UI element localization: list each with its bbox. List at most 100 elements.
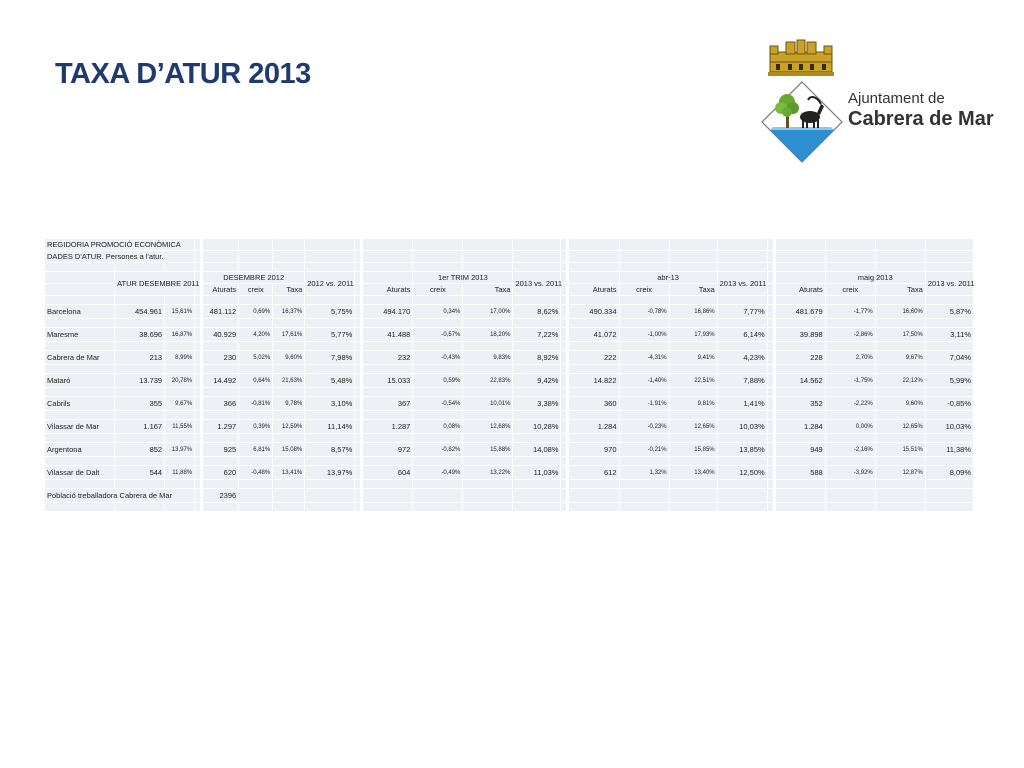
subhead-taxa: Taxa [668,283,718,296]
sub-header-row: Aturats creix Taxa Aturats creix Taxa Aturat… [43,283,974,296]
subhead-aturats: Aturats [362,283,414,296]
cell-abc: -1,00% [618,327,670,342]
cell-v13a: 9,42% [512,373,562,388]
org-name-line1: Ajuntament de [848,90,945,107]
footer-label: Població treballadora Cabrera de Mar [43,488,196,503]
cell-mgt: 9,60% [874,396,926,411]
cell-v13c: 7,04% [924,350,975,365]
cell-abc: 1,32% [618,465,670,480]
cell-q1: 232 [362,350,414,365]
cell-d12: 925 [202,442,240,457]
cell-v13b: 4,23% [716,350,768,365]
table-row: Cabrils 355 9,67% 366 -0,81% 9,78% 3,10% 367 -0,… [43,396,975,411]
cell-mg: 949 [774,442,826,457]
cell-v12: 11,14% [304,419,356,434]
cell-v13c: 10,03% [924,419,975,434]
cell-abt: 9,41% [668,350,718,365]
footer-row: Població treballadora Cabrera de Mar 2396 [43,488,975,503]
table-row: Vilassar de Mar 1.167 11,55% 1.297 0,39% 12,5… [43,419,975,434]
cell-t11: 8,99% [164,350,196,365]
cell-d12: 481.112 [202,304,240,319]
cell-v13c: 5,99% [924,373,975,388]
cell-t11: 11,88% [164,465,196,480]
subhead-creix: creix [412,283,464,296]
cell-q1t: 15,88% [462,442,514,457]
cell-v13a: 14,08% [512,442,562,457]
cell-q1t: 9,83% [462,350,514,365]
cell-v13c: 11,38% [924,442,975,457]
cell-a11: 454.961 [114,304,166,319]
subhead-aturats: Aturats [202,283,240,296]
cell-abt: 17,93% [668,327,718,342]
row-label: Barcelona [43,304,116,319]
cell-v13a: 7,22% [512,327,562,342]
cell-v13b: 12,50% [716,465,768,480]
cell-mg: 14.562 [774,373,826,388]
row-label: Maresme [43,327,116,342]
cell-a11: 1.167 [114,419,166,434]
cell-v13a: 11,03% [512,465,562,480]
cell-q1c: 0,34% [412,304,464,319]
cell-d12t: 15,08% [272,442,306,457]
cell-d12c: 0,69% [238,304,274,319]
cell-mg: 588 [774,465,826,480]
col-abr-13: abr-13 [618,271,718,284]
cell-v13a: 10,28% [512,419,562,434]
cell-q1t: 18,20% [462,327,514,342]
cell-q1c: -0,82% [412,442,464,457]
cell-q1: 15.033 [362,373,414,388]
cell-a11: 213 [114,350,166,365]
cell-mg: 39.898 [774,327,826,342]
cell-mgc: -2,22% [824,396,876,411]
subhead-creix: creix [238,283,274,296]
cell-v13b: 7,77% [716,304,768,319]
cell-mg: 1.284 [774,419,826,434]
cell-abt: 16,86% [668,304,718,319]
cell-t11: 13,97% [164,442,196,457]
unemployment-table: REGIDORIA PROMOCIÓ ECONÒMICA DADES D'ATU… [43,238,975,512]
col-atur-2011: ATUR DESEMBRE 2011 [114,271,199,296]
cell-q1c: 0,08% [412,419,464,434]
cell-q1: 1.287 [362,419,414,434]
mural-crown-icon [768,39,834,76]
cell-mgt: 9,67% [874,350,926,365]
subhead-aturats: Aturats [568,283,620,296]
cell-d12: 40.929 [202,327,240,342]
cell-q1t: 10,01% [462,396,514,411]
row-label: Mataró [43,373,116,388]
cell-mg: 228 [774,350,826,365]
table-row: Cabrera de Mar 213 8,99% 230 5,02% 9,60% 7,98%… [43,350,975,365]
cell-abc: -4,31% [618,350,670,365]
cell-d12t: 17,61% [272,327,306,342]
cell-d12t: 9,60% [272,350,306,365]
cell-v12: 7,98% [304,350,356,365]
cell-ab: 14.822 [568,373,620,388]
cell-q1t: 22,83% [462,373,514,388]
row-label: Vilassar de Mar [43,419,116,434]
cell-v12: 5,75% [304,304,356,319]
cell-abt: 9,81% [668,396,718,411]
table-row: Mataró 13.739 20,78% 14.492 0,64% 21,63% 5,48%… [43,373,975,388]
cell-mgc: 0,00% [824,419,876,434]
heading-regidoria: REGIDORIA PROMOCIÓ ECONÒMICA [43,238,196,251]
page-title: TAXA D’ATUR 2013 [55,58,311,90]
cell-d12: 230 [202,350,240,365]
cell-a11: 38.696 [114,327,166,342]
cell-mgt: 16,60% [874,304,926,319]
row-label: Argentona [43,442,116,457]
cell-ab: 222 [568,350,620,365]
cell-t11: 9,67% [164,396,196,411]
cell-q1: 972 [362,442,414,457]
cell-mgc: 2,70% [824,350,876,365]
cell-q1c: -0,54% [412,396,464,411]
table-row: Argentona 852 13,97% 925 6,81% 15,08% 8,57% 972… [43,442,975,457]
heading-dades: DADES D'ATUR. Persones a l'atur. [43,250,196,263]
subhead-creix: creix [824,283,876,296]
cell-ab: 490.334 [568,304,620,319]
cell-a11: 544 [114,465,166,480]
row-label: Cabrils [43,396,116,411]
footer-value: 2396 [202,488,240,503]
cell-d12c: 4,20% [238,327,274,342]
cell-ab: 360 [568,396,620,411]
cell-mgc: -2,86% [824,327,876,342]
